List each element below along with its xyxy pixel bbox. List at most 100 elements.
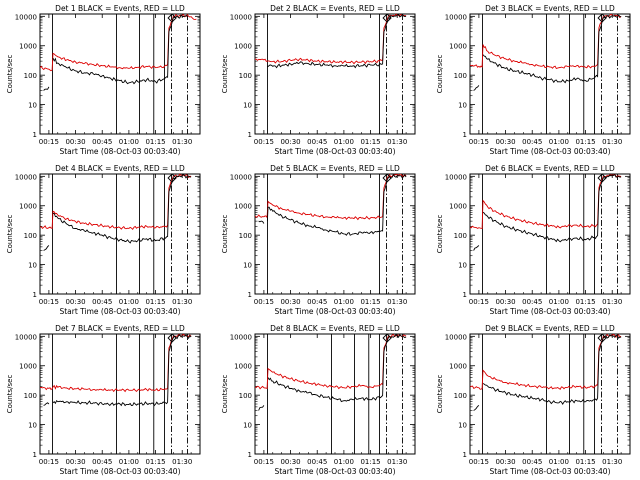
y-tick-label: 10 xyxy=(28,102,37,110)
chart-title: Det 4 BLACK = Events, RED = LLD xyxy=(55,164,185,173)
x-tick-label: 00:45 xyxy=(307,458,327,466)
lld-series-line xyxy=(255,334,407,390)
y-tick-label: 10 xyxy=(28,262,37,270)
plot-frame xyxy=(469,13,631,135)
x-axis-label: Start Time (08-Oct-03 00:03:40) xyxy=(59,147,180,156)
x-tick-label: 00:15 xyxy=(254,138,274,146)
x-tick-label: 01:15 xyxy=(360,138,380,146)
x-tick-label: 00:15 xyxy=(469,298,489,306)
x-tick-label: 00:15 xyxy=(469,458,489,466)
x-tick-label: 01:15 xyxy=(575,138,595,146)
x-tick-label: 01:00 xyxy=(549,298,569,306)
x-tick-label: 00:45 xyxy=(92,298,112,306)
plot-frame xyxy=(39,333,201,455)
chart-title: Det 2 BLACK = Events, RED = LLD xyxy=(270,4,400,13)
y-tick-label: 1000 xyxy=(449,363,467,371)
x-tick-label: 01:00 xyxy=(119,298,139,306)
y-tick-label: 10 xyxy=(458,262,467,270)
y-tick-label: 10000 xyxy=(445,13,467,21)
y-tick-label: 1 xyxy=(463,131,467,139)
events-series-line xyxy=(43,86,50,91)
diamond-marker xyxy=(382,13,392,23)
events-series-line xyxy=(482,174,622,243)
diamond-marker xyxy=(597,333,607,343)
y-tick-label: 100 xyxy=(454,232,467,240)
y-tick-label: 1000 xyxy=(234,203,252,211)
x-tick-label: 01:30 xyxy=(172,458,192,466)
x-tick-label: 00:45 xyxy=(307,298,327,306)
events-series-line xyxy=(267,334,407,403)
y-tick-label: 1000 xyxy=(19,203,37,211)
events-series-line xyxy=(258,405,265,411)
x-tick-label: 01:00 xyxy=(119,138,139,146)
y-tick-label: 1 xyxy=(463,291,467,299)
x-tick-label: 01:00 xyxy=(549,138,569,146)
y-axis-label: Counts/sec xyxy=(221,215,229,254)
y-tick-label: 10 xyxy=(243,102,252,110)
plot-frame xyxy=(254,13,416,135)
x-tick-label: 01:30 xyxy=(602,138,622,146)
panel-det-4: Det 4 BLACK = Events, RED = LLD 1 10 100 100… xyxy=(6,164,201,316)
chart-title: Det 1 BLACK = Events, RED = LLD xyxy=(55,4,185,13)
y-tick-label: 10000 xyxy=(230,173,252,181)
panel-det-2: Det 2 BLACK = Events, RED = LLD 1 10 100 100… xyxy=(221,4,416,156)
y-tick-label: 1 xyxy=(33,451,37,459)
x-tick-label: 00:15 xyxy=(39,298,59,306)
y-tick-label: 1000 xyxy=(449,203,467,211)
plot-frame xyxy=(39,173,201,295)
events-series-line xyxy=(43,245,50,251)
x-tick-label: 01:30 xyxy=(387,298,407,306)
lld-series-line xyxy=(40,14,197,72)
events-series-line xyxy=(473,85,480,91)
events-series-line xyxy=(482,334,622,405)
plot-frame xyxy=(254,173,416,295)
plot-frame xyxy=(469,173,631,295)
events-series-line xyxy=(52,334,192,407)
y-axis-label: Counts/sec xyxy=(436,215,444,254)
diamond-marker xyxy=(167,13,177,23)
events-series-line xyxy=(43,402,50,406)
chart-title: Det 5 BLACK = Events, RED = LLD xyxy=(270,164,400,173)
x-tick-label: 01:15 xyxy=(360,298,380,306)
events-series-line xyxy=(267,14,407,69)
diamond-marker xyxy=(167,333,177,343)
x-tick-label: 01:15 xyxy=(145,458,165,466)
y-tick-label: 100 xyxy=(24,232,37,240)
diamond-marker xyxy=(382,333,392,343)
y-tick-label: 1000 xyxy=(449,43,467,51)
y-tick-label: 1 xyxy=(248,451,252,459)
x-tick-label: 01:30 xyxy=(387,458,407,466)
x-tick-label: 00:30 xyxy=(495,138,515,146)
y-tick-label: 10 xyxy=(458,102,467,110)
events-series-line xyxy=(473,245,480,251)
x-tick-label: 01:30 xyxy=(387,138,407,146)
lld-series-line xyxy=(470,174,622,229)
x-axis-label: Start Time (08-Oct-03 00:03:40) xyxy=(489,147,610,156)
chart-title: Det 6 BLACK = Events, RED = LLD xyxy=(485,164,615,173)
panel-det-1: Det 1 BLACK = Events, RED = LLD 1 10 100 100… xyxy=(6,4,201,156)
diamond-marker xyxy=(597,173,607,183)
y-tick-label: 100 xyxy=(239,232,252,240)
x-tick-label: 01:00 xyxy=(334,138,354,146)
x-tick-label: 00:30 xyxy=(280,138,300,146)
x-tick-label: 00:15 xyxy=(469,138,489,146)
x-tick-label: 00:30 xyxy=(65,138,85,146)
lld-series-line xyxy=(470,334,622,390)
x-tick-label: 01:30 xyxy=(602,298,622,306)
y-tick-label: 100 xyxy=(24,392,37,400)
y-tick-label: 1 xyxy=(33,291,37,299)
y-tick-label: 10000 xyxy=(230,333,252,341)
x-tick-label: 00:15 xyxy=(254,458,274,466)
y-tick-label: 10000 xyxy=(15,173,37,181)
x-tick-label: 01:00 xyxy=(119,458,139,466)
x-tick-label: 00:30 xyxy=(280,458,300,466)
y-axis-label: Counts/sec xyxy=(436,55,444,94)
x-axis-label: Start Time (08-Oct-03 00:03:40) xyxy=(489,307,610,316)
y-tick-label: 1000 xyxy=(234,43,252,51)
events-series-line xyxy=(52,14,188,85)
lld-series-line xyxy=(40,334,192,393)
x-tick-label: 01:15 xyxy=(145,138,165,146)
lld-series-line xyxy=(40,174,192,231)
x-tick-label: 00:45 xyxy=(92,458,112,466)
